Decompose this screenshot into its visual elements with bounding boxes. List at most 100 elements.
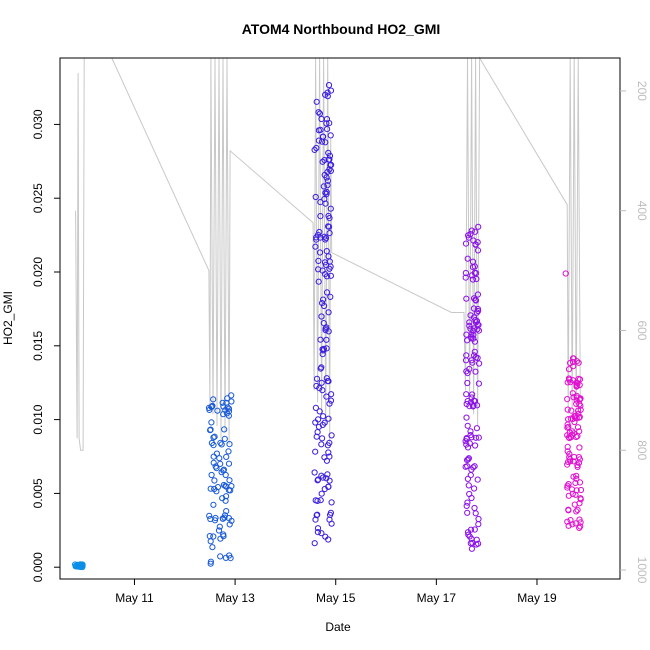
data-point [218, 469, 225, 476]
data-point [462, 269, 469, 277]
data-point [326, 258, 333, 265]
data-point [325, 536, 332, 543]
data-point [224, 395, 231, 402]
data-point [210, 453, 217, 460]
data-point [576, 456, 584, 463]
data-point [466, 322, 473, 329]
data-point [469, 264, 477, 271]
data-point [473, 425, 480, 432]
data-point [324, 182, 331, 189]
data-point [323, 273, 331, 280]
data-point [570, 363, 577, 370]
data-point [312, 404, 319, 411]
x-axis-label: Date [325, 620, 351, 634]
data-point [318, 364, 325, 371]
data-point [569, 355, 577, 362]
data-point [325, 212, 332, 220]
data-point [468, 227, 475, 234]
x-tick-label: May 11 [115, 591, 154, 605]
data-point [568, 486, 576, 493]
data-point [226, 441, 233, 448]
data-point [564, 448, 571, 455]
data-point [220, 403, 227, 410]
data-point [464, 457, 471, 464]
data-point [472, 297, 480, 304]
right-tick-label: 400 [635, 201, 649, 221]
data-point [208, 419, 215, 426]
data-point [574, 463, 581, 470]
data-point [314, 477, 321, 484]
data-point [475, 515, 482, 523]
data-point [223, 508, 230, 515]
data-point [225, 515, 232, 522]
data-point [315, 137, 322, 144]
x-tick-label: May 19 [517, 591, 557, 605]
data-point [214, 407, 221, 414]
data-point [472, 296, 479, 303]
data-point [207, 485, 214, 492]
data-point [463, 414, 470, 421]
data-point [475, 521, 482, 528]
data-point [219, 515, 226, 522]
data-point [213, 450, 220, 457]
data-point [325, 449, 332, 456]
data-point [319, 300, 326, 307]
y-axis-label: HO2_GMI [1, 291, 15, 345]
data-point [228, 392, 235, 399]
data-point [474, 476, 481, 483]
data-point [221, 435, 228, 442]
data-point [219, 399, 226, 406]
data-point [577, 486, 585, 494]
data-point [577, 495, 584, 502]
data-point [316, 228, 323, 236]
data-point [222, 407, 229, 414]
data-point [319, 351, 326, 358]
data-point [313, 144, 320, 152]
data-point [568, 407, 575, 414]
data-point [317, 199, 324, 206]
data-point [576, 516, 583, 523]
data-point [574, 433, 581, 440]
data-point [326, 400, 333, 407]
data-point [475, 540, 482, 547]
data-point [316, 408, 323, 415]
data-point [573, 508, 580, 515]
data-point [227, 555, 234, 562]
data-point [465, 232, 472, 239]
data-point [565, 366, 573, 373]
data-point [324, 93, 331, 100]
data-point [575, 359, 582, 366]
data-point [564, 518, 571, 525]
data-point [467, 526, 475, 533]
data-point [315, 109, 322, 116]
data-point [576, 444, 583, 451]
data-point [207, 560, 214, 567]
data-point [576, 401, 583, 408]
data-point [217, 535, 224, 542]
data-point [472, 317, 479, 324]
data-point [318, 313, 325, 320]
data-point [218, 441, 225, 448]
data-point [317, 234, 324, 241]
data-point [312, 193, 319, 201]
data-point [313, 98, 320, 105]
data-point [328, 391, 335, 398]
data-point [325, 82, 333, 89]
data-point [475, 434, 482, 441]
data-point [575, 407, 582, 414]
data-point [312, 243, 319, 250]
data-point [474, 305, 481, 313]
data-point [210, 501, 217, 508]
y-tick-label: 0.030 [31, 109, 45, 139]
data-point [462, 463, 469, 470]
y-tick-label: 0.025 [31, 183, 45, 213]
data-point [464, 499, 471, 506]
data-point [565, 481, 572, 488]
data-point [565, 507, 572, 514]
data-point [323, 248, 330, 255]
data-point [312, 448, 319, 455]
data-point [565, 423, 572, 430]
data-point [470, 331, 477, 338]
data-point [323, 393, 330, 400]
data-point [573, 379, 580, 386]
